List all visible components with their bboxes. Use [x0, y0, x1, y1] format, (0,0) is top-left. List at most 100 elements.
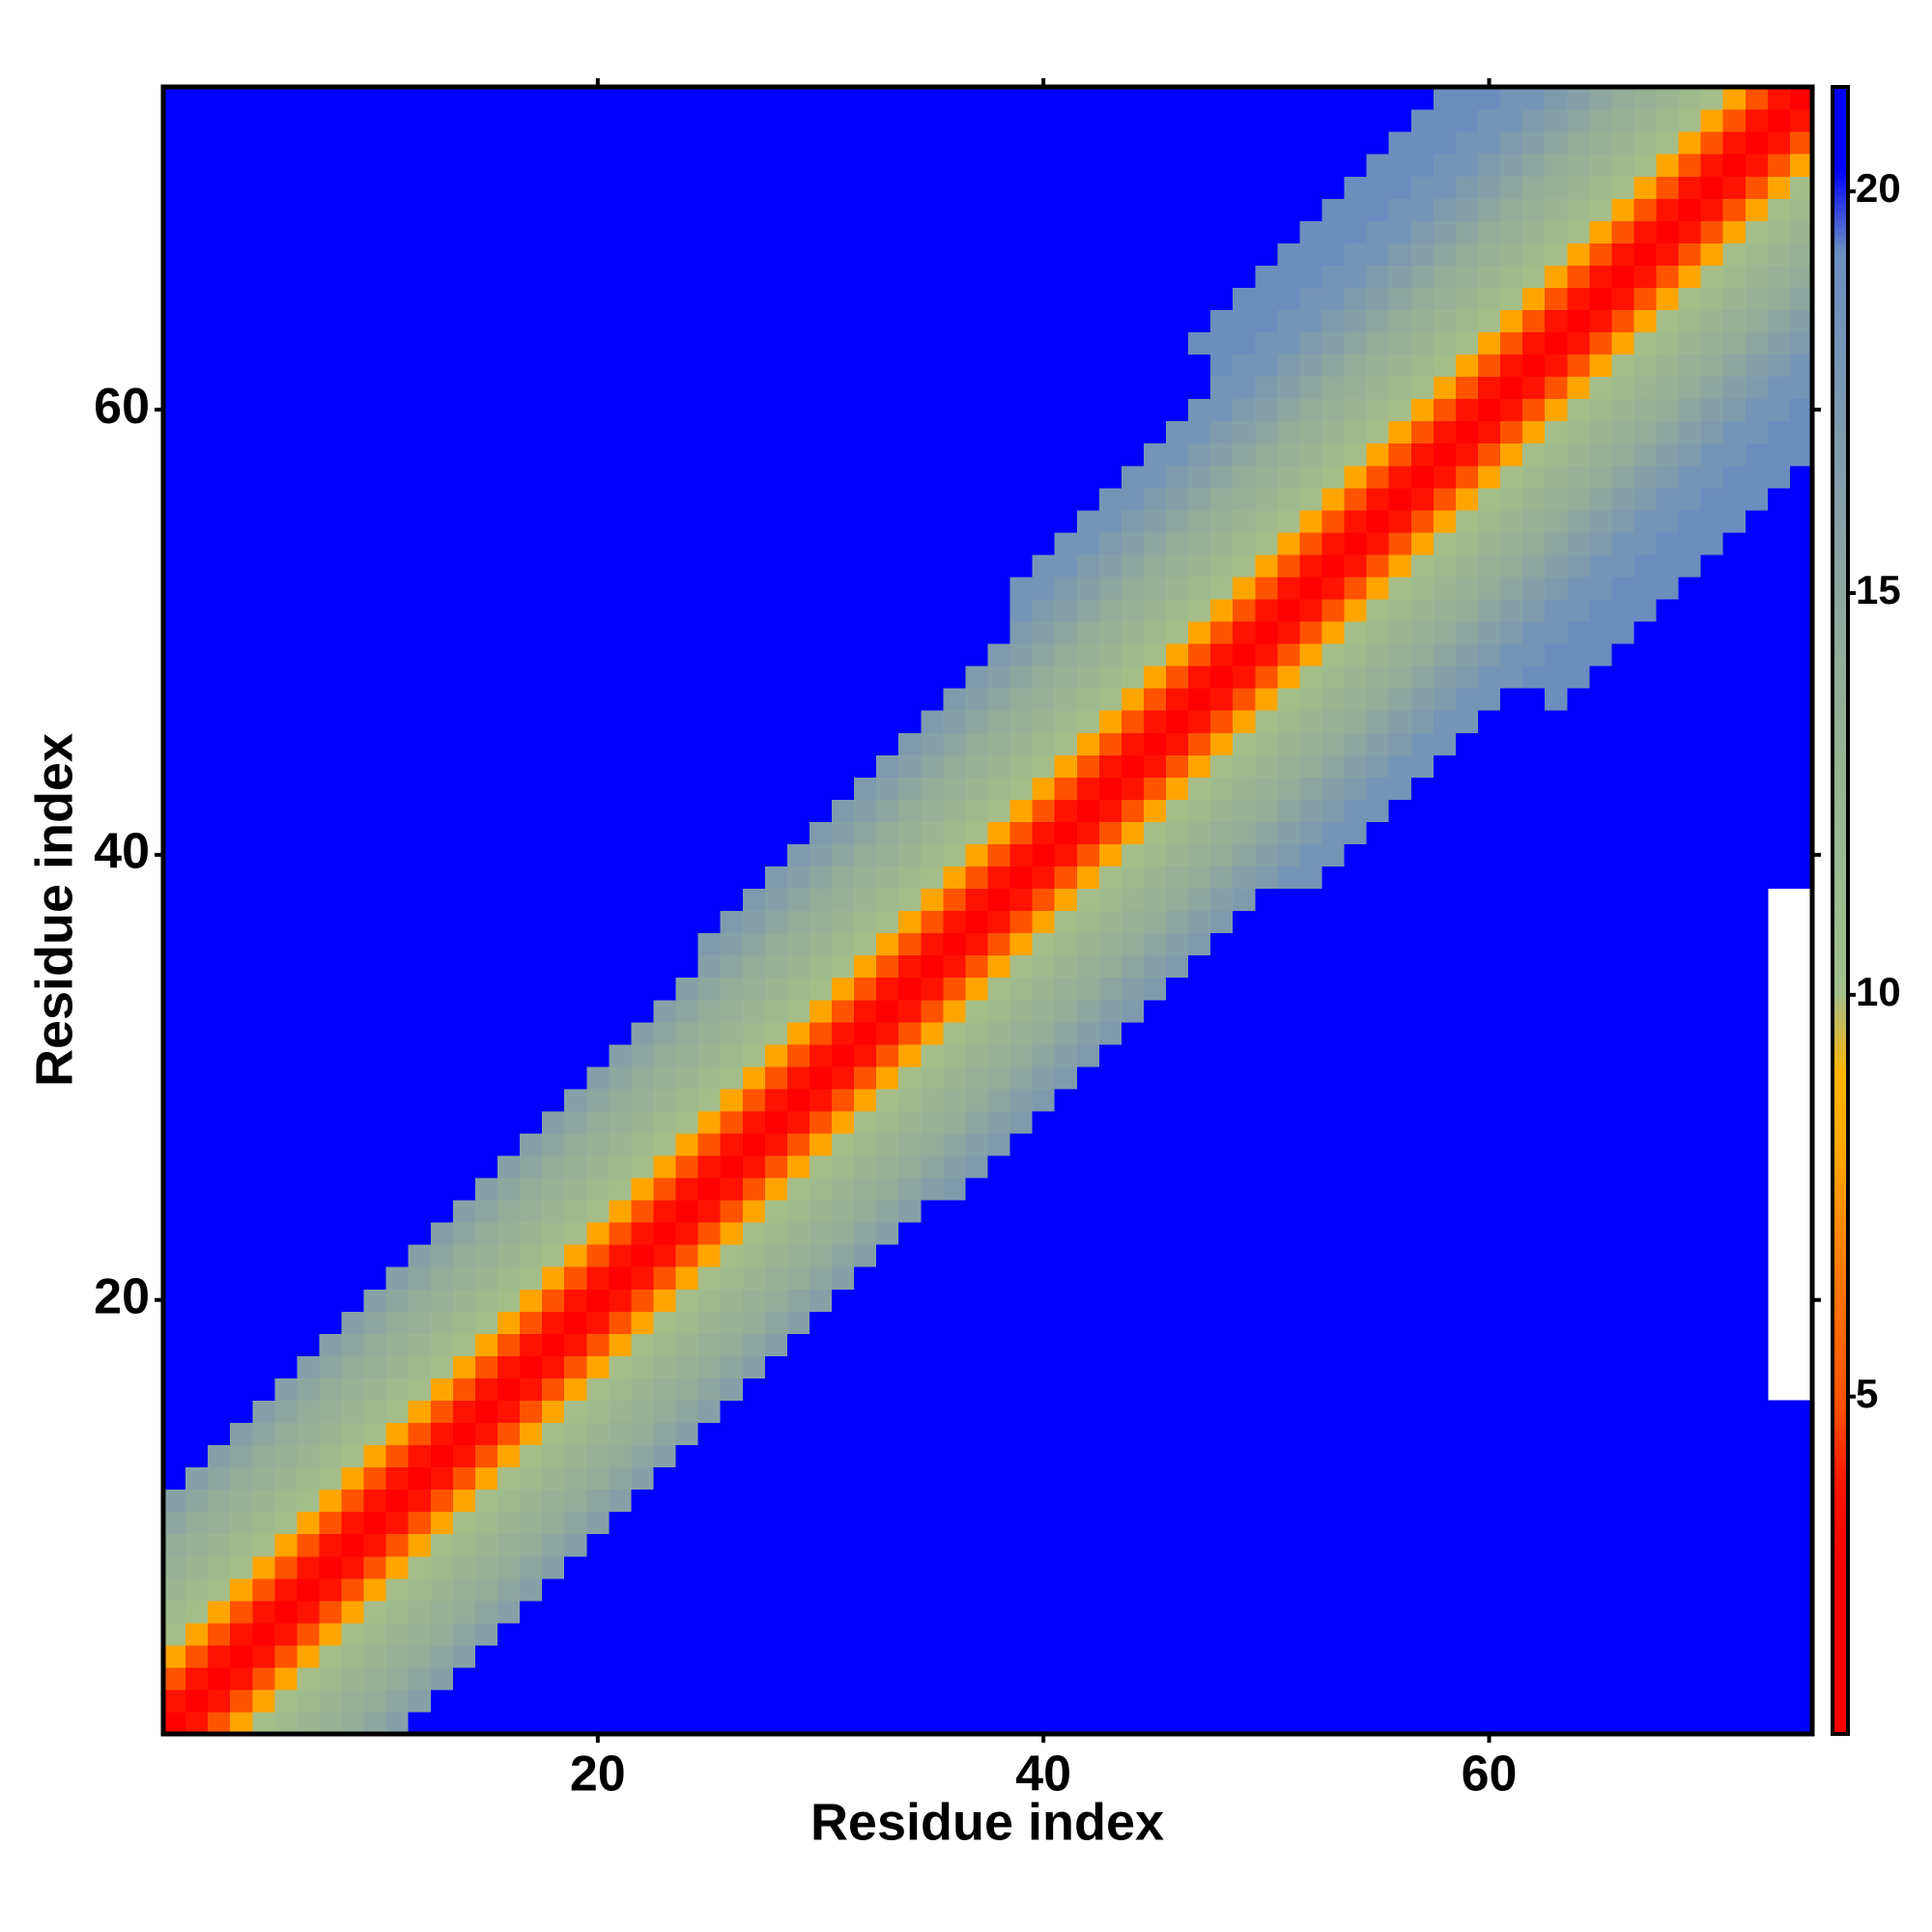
cell	[319, 1200, 343, 1223]
cell	[185, 1289, 209, 1312]
cell	[1455, 1043, 1479, 1067]
cell	[1433, 954, 1457, 979]
cell	[786, 1622, 810, 1646]
cell	[764, 265, 788, 288]
cell	[452, 799, 476, 822]
cell	[1722, 1622, 1747, 1646]
cell	[542, 1333, 565, 1356]
cell	[564, 1021, 587, 1045]
cell	[1745, 777, 1769, 800]
cell	[1233, 354, 1256, 378]
cell	[653, 442, 677, 467]
cell	[965, 1065, 989, 1090]
cell	[1188, 1400, 1211, 1424]
cell	[1678, 1065, 1702, 1090]
cell	[1500, 1222, 1523, 1245]
cell	[542, 1577, 565, 1602]
cell	[497, 531, 521, 555]
cell	[1455, 910, 1479, 934]
cell	[1166, 1043, 1189, 1067]
cell	[341, 1021, 365, 1045]
cell	[1166, 1177, 1189, 1201]
cell	[653, 465, 677, 489]
cell	[921, 888, 944, 912]
cell	[1388, 999, 1412, 1023]
cell	[1567, 465, 1590, 489]
cell	[385, 1222, 410, 1245]
cell	[1054, 309, 1078, 333]
cell	[1299, 1511, 1323, 1535]
cell	[1098, 932, 1122, 956]
cell	[1210, 954, 1234, 979]
cell	[832, 1200, 855, 1223]
cell	[230, 220, 253, 243]
cell	[297, 1533, 321, 1557]
cell	[1032, 398, 1056, 422]
cell	[430, 331, 454, 355]
cell	[385, 1289, 410, 1312]
cell	[1433, 376, 1457, 400]
cell	[786, 710, 810, 733]
cell	[1188, 1132, 1211, 1156]
cell	[163, 799, 186, 822]
cell	[876, 1244, 899, 1267]
cell	[921, 1378, 944, 1401]
cell	[586, 442, 610, 467]
cell	[675, 910, 699, 934]
cell	[1233, 932, 1256, 956]
cell	[1722, 309, 1747, 333]
cell	[1745, 888, 1769, 912]
cell	[274, 576, 298, 600]
cell	[1344, 1333, 1368, 1356]
cell	[1700, 1065, 1724, 1090]
cell	[1121, 1065, 1145, 1090]
cell	[832, 265, 855, 288]
cell	[1678, 1110, 1702, 1134]
cell	[1410, 999, 1435, 1023]
cell	[185, 1266, 209, 1290]
cell	[1277, 1400, 1301, 1424]
cell	[786, 1065, 810, 1090]
cell	[520, 754, 543, 778]
cell	[898, 821, 922, 844]
cell	[1321, 843, 1346, 867]
cell	[1388, 265, 1412, 288]
cell	[1477, 977, 1501, 1001]
cell	[965, 977, 989, 1001]
cell	[185, 1222, 209, 1245]
cell	[675, 1088, 699, 1112]
cell	[497, 1711, 521, 1735]
cell	[163, 710, 186, 733]
cell	[1076, 1266, 1100, 1290]
cell	[1589, 710, 1612, 733]
cell	[1366, 376, 1390, 400]
cell	[185, 932, 209, 956]
cell	[1054, 531, 1078, 555]
cell	[542, 799, 565, 822]
cell	[1722, 465, 1747, 489]
cell	[898, 777, 922, 800]
cell	[1321, 1466, 1346, 1491]
cell	[252, 1065, 275, 1090]
cell	[497, 1355, 521, 1378]
cell	[1634, 1244, 1658, 1267]
cell	[297, 1043, 321, 1067]
cell	[1634, 1378, 1658, 1401]
cell	[1076, 1088, 1100, 1112]
cell	[1054, 1065, 1078, 1090]
cell	[1321, 354, 1346, 378]
cell	[720, 1666, 744, 1690]
cell	[631, 910, 655, 934]
cell	[1121, 1378, 1145, 1401]
cell	[274, 1577, 298, 1602]
cell	[1366, 576, 1390, 600]
cell	[1299, 1177, 1323, 1201]
cell	[1500, 220, 1523, 243]
cell	[520, 287, 543, 311]
cell	[609, 398, 633, 422]
cell	[675, 710, 699, 733]
cell	[564, 932, 587, 956]
cell	[1009, 620, 1034, 644]
cell	[1656, 309, 1680, 333]
cell	[1076, 1177, 1100, 1201]
